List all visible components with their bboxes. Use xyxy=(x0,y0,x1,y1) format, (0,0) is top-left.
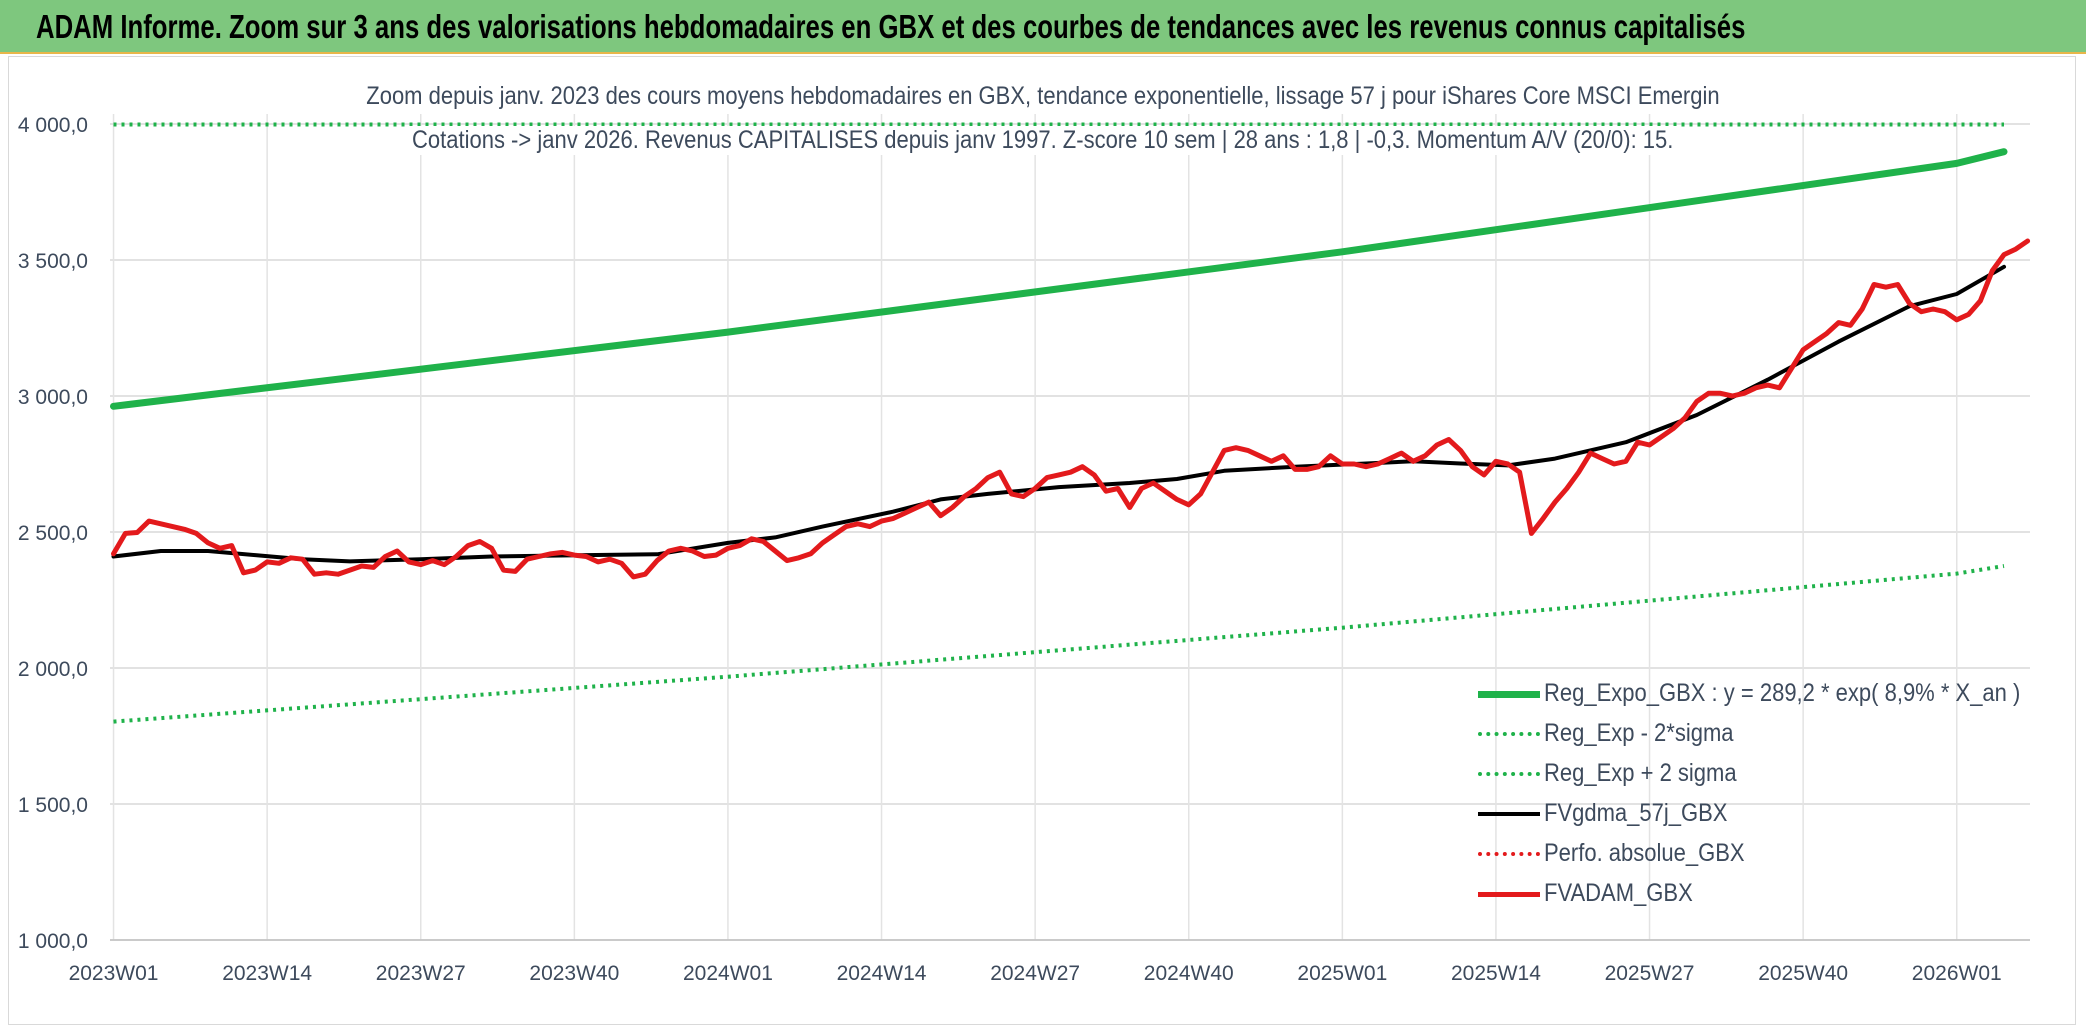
legend-item: Reg_Exp - 2*sigma xyxy=(1478,716,2038,756)
series-line-3 xyxy=(111,264,2006,564)
legend-swatch xyxy=(1478,891,1540,897)
report-title: ADAM Informe. Zoom sur 3 ans des valoris… xyxy=(36,8,1746,45)
chart-series xyxy=(110,122,2031,724)
series-line-1 xyxy=(113,564,2005,724)
y-tick-label: 4 000,0 xyxy=(18,114,88,137)
series-line-5 xyxy=(111,238,2031,580)
legend-item: Reg_Exp + 2 sigma xyxy=(1478,756,2038,796)
legend-label: Perfo. absolue_GBX xyxy=(1544,839,1745,867)
y-tick-label: 3 500,0 xyxy=(18,250,88,273)
x-tick-label: 2025W27 xyxy=(1605,962,1695,985)
legend-item: Perfo. absolue_GBX xyxy=(1478,836,2038,876)
legend-swatch xyxy=(1478,852,1540,856)
report-banner: ADAM Informe. Zoom sur 3 ans des valoris… xyxy=(0,0,2086,54)
legend-label: FVgdma_57j_GBX xyxy=(1544,799,1728,827)
x-tick-label: 2024W01 xyxy=(683,962,773,985)
series-line-0 xyxy=(110,148,2008,410)
x-tick-label: 2025W14 xyxy=(1451,962,1541,985)
x-tick-label: 2024W40 xyxy=(1144,962,1234,985)
legend-item: Reg_Expo_GBX : y = 289,2 * exp( 8,9% * X… xyxy=(1478,676,2038,716)
legend-label: Reg_Expo_GBX : y = 289,2 * exp( 8,9% * X… xyxy=(1544,679,2021,707)
y-tick-label: 1 000,0 xyxy=(18,930,88,953)
x-tick-label: 2023W14 xyxy=(222,962,312,985)
chart-frame xyxy=(8,56,2076,1025)
y-tick-label: 2 000,0 xyxy=(18,658,88,681)
chart-title-line-2: Cotations -> janv 2026. Revenus CAPITALI… xyxy=(0,126,2086,155)
x-tick-label: 2026W01 xyxy=(1912,962,2002,985)
x-tick-label: 2023W01 xyxy=(69,962,159,985)
x-tick-label: 2025W40 xyxy=(1758,962,1848,985)
x-tick-label: 2024W27 xyxy=(990,962,1080,985)
x-tick-label: 2025W01 xyxy=(1297,962,1387,985)
legend-swatch xyxy=(1478,772,1540,776)
legend-item: FVgdma_57j_GBX xyxy=(1478,796,2038,836)
chart-title-line-1-text: Zoom depuis janv. 2023 des cours moyens … xyxy=(361,82,1725,111)
y-tick-label: 3 000,0 xyxy=(18,386,88,409)
legend-item: FVADAM_GBX xyxy=(1478,876,2038,916)
x-tick-label: 2023W40 xyxy=(529,962,619,985)
legend-swatch xyxy=(1478,732,1540,736)
legend-label: Reg_Exp - 2*sigma xyxy=(1544,719,1734,747)
legend-swatch xyxy=(1478,690,1540,698)
legend-label: FVADAM_GBX xyxy=(1544,879,1693,907)
legend-swatch xyxy=(1478,812,1540,816)
chart-legend: Reg_Expo_GBX : y = 289,2 * exp( 8,9% * X… xyxy=(1478,676,2038,916)
y-tick-label: 2 500,0 xyxy=(18,522,88,545)
x-tick-label: 2023W27 xyxy=(376,962,466,985)
x-axis-ticks: 2023W01 2023W14 2023W27 2023W40 2024W01 2024W… xyxy=(69,962,2002,985)
chart-title-line-2-text: Cotations -> janv 2026. Revenus CAPITALI… xyxy=(407,126,1679,155)
legend-label: Reg_Exp + 2 sigma xyxy=(1544,759,1737,787)
x-tick-label: 2024W14 xyxy=(837,962,927,985)
chart-title-line-1: Zoom depuis janv. 2023 des cours moyens … xyxy=(0,82,2086,111)
y-tick-label: 1 500,0 xyxy=(18,794,88,817)
y-axis-ticks: 1 000,0 1 500,0 2 000,0 2 500,0 3 000,0 3 500… xyxy=(18,114,88,953)
